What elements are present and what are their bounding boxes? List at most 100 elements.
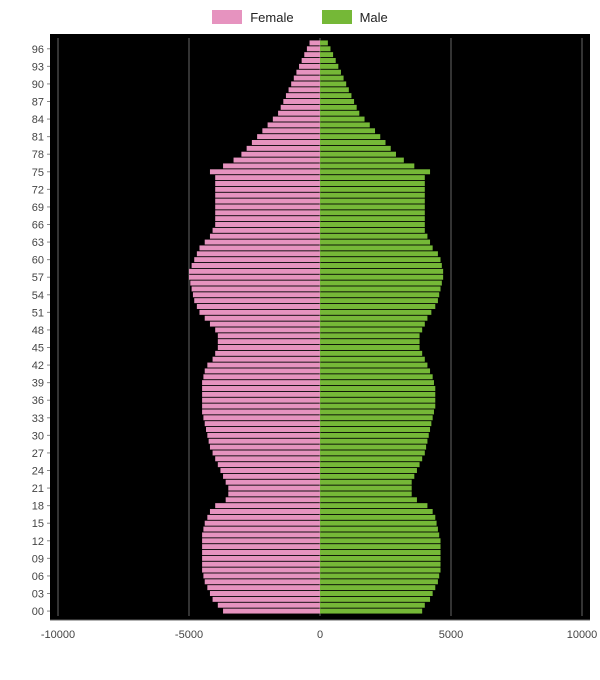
bar-female [228, 486, 320, 491]
legend-item-male: Male [322, 10, 388, 25]
bar-female [247, 146, 320, 151]
bar-female [210, 591, 320, 596]
bar-male [320, 105, 357, 110]
bar-female [215, 187, 320, 192]
legend-label-male: Male [360, 10, 388, 25]
bar-male [320, 304, 435, 309]
y-tick-label: 33 [32, 413, 44, 425]
bar-female [310, 40, 320, 45]
bar-female [215, 216, 320, 221]
bar-male [320, 152, 396, 157]
bar-male [320, 310, 431, 315]
bar-female [192, 263, 320, 268]
legend-item-female: Female [212, 10, 293, 25]
bar-female [202, 568, 320, 573]
bar-male [320, 468, 417, 473]
bar-female [210, 322, 320, 327]
bar-male [320, 93, 351, 98]
bar-male [320, 515, 435, 520]
bar-male [320, 40, 328, 45]
bar-female [203, 573, 320, 578]
bar-male [320, 228, 425, 233]
bar-female [296, 70, 320, 75]
bar-female [202, 550, 320, 555]
bar-female [202, 392, 320, 397]
bar-female [197, 251, 320, 256]
y-tick-label: 63 [32, 237, 44, 249]
bar-male [320, 327, 422, 332]
bar-male [320, 532, 439, 537]
bar-male [320, 163, 414, 168]
y-tick-label: 51 [32, 307, 44, 319]
bar-male [320, 573, 439, 578]
bar-male [320, 556, 441, 561]
bar-male [320, 81, 346, 86]
bar-male [320, 281, 442, 286]
bar-female [203, 415, 320, 420]
bar-female [205, 579, 320, 584]
bar-female [202, 544, 320, 549]
y-tick-label: 90 [32, 79, 44, 91]
y-tick-label: 27 [32, 448, 44, 460]
bar-male [320, 591, 433, 596]
bar-female [206, 427, 320, 432]
y-tick-label: 87 [32, 97, 44, 109]
bar-female [215, 503, 320, 508]
bar-male [320, 439, 427, 444]
bar-female [199, 310, 320, 315]
bar-male [320, 380, 434, 385]
bar-male [320, 251, 438, 256]
y-tick-label: 66 [32, 220, 44, 232]
bar-male [320, 263, 442, 268]
x-tick-label: 10000 [567, 629, 598, 641]
bar-male [320, 386, 435, 391]
bar-female [194, 257, 320, 262]
bar-male [320, 333, 420, 338]
bar-female [218, 603, 320, 608]
bar-male [320, 421, 431, 426]
y-tick-label: 84 [32, 114, 44, 126]
bar-male [320, 257, 441, 262]
bar-male [320, 175, 425, 180]
bar-female [215, 175, 320, 180]
bar-male [320, 521, 437, 526]
y-tick-label: 54 [32, 290, 44, 302]
bar-male [320, 234, 427, 239]
bar-male [320, 486, 412, 491]
bar-male [320, 240, 430, 245]
bar-female [262, 128, 320, 133]
bar-female [218, 339, 320, 344]
bar-female [218, 345, 320, 350]
y-tick-label: 69 [32, 202, 44, 214]
bar-male [320, 480, 412, 485]
bar-male [320, 286, 441, 291]
bar-female [197, 304, 320, 309]
y-tick-label: 21 [32, 483, 44, 495]
bar-female [252, 140, 320, 145]
bar-female [228, 491, 320, 496]
bar-female [226, 497, 320, 502]
y-tick-label: 15 [32, 518, 44, 530]
bar-female [281, 105, 320, 110]
bar-female [213, 357, 320, 362]
legend-swatch-male [322, 10, 352, 24]
bar-female [218, 333, 320, 338]
y-tick-label: 96 [32, 44, 44, 56]
y-tick-label: 75 [32, 167, 44, 179]
bar-male [320, 433, 429, 438]
bar-male [320, 409, 434, 414]
y-tick-label: 39 [32, 378, 44, 390]
bar-female [202, 556, 320, 561]
bar-male [320, 544, 441, 549]
y-tick-label: 18 [32, 501, 44, 513]
bar-female [202, 532, 320, 537]
bar-male [320, 117, 365, 122]
bar-male [320, 345, 420, 350]
bar-female [304, 52, 320, 57]
bar-male [320, 404, 435, 409]
bar-male [320, 609, 422, 614]
bar-male [320, 222, 425, 227]
bar-female [205, 421, 320, 426]
bar-male [320, 445, 426, 450]
legend-swatch-female [212, 10, 242, 24]
